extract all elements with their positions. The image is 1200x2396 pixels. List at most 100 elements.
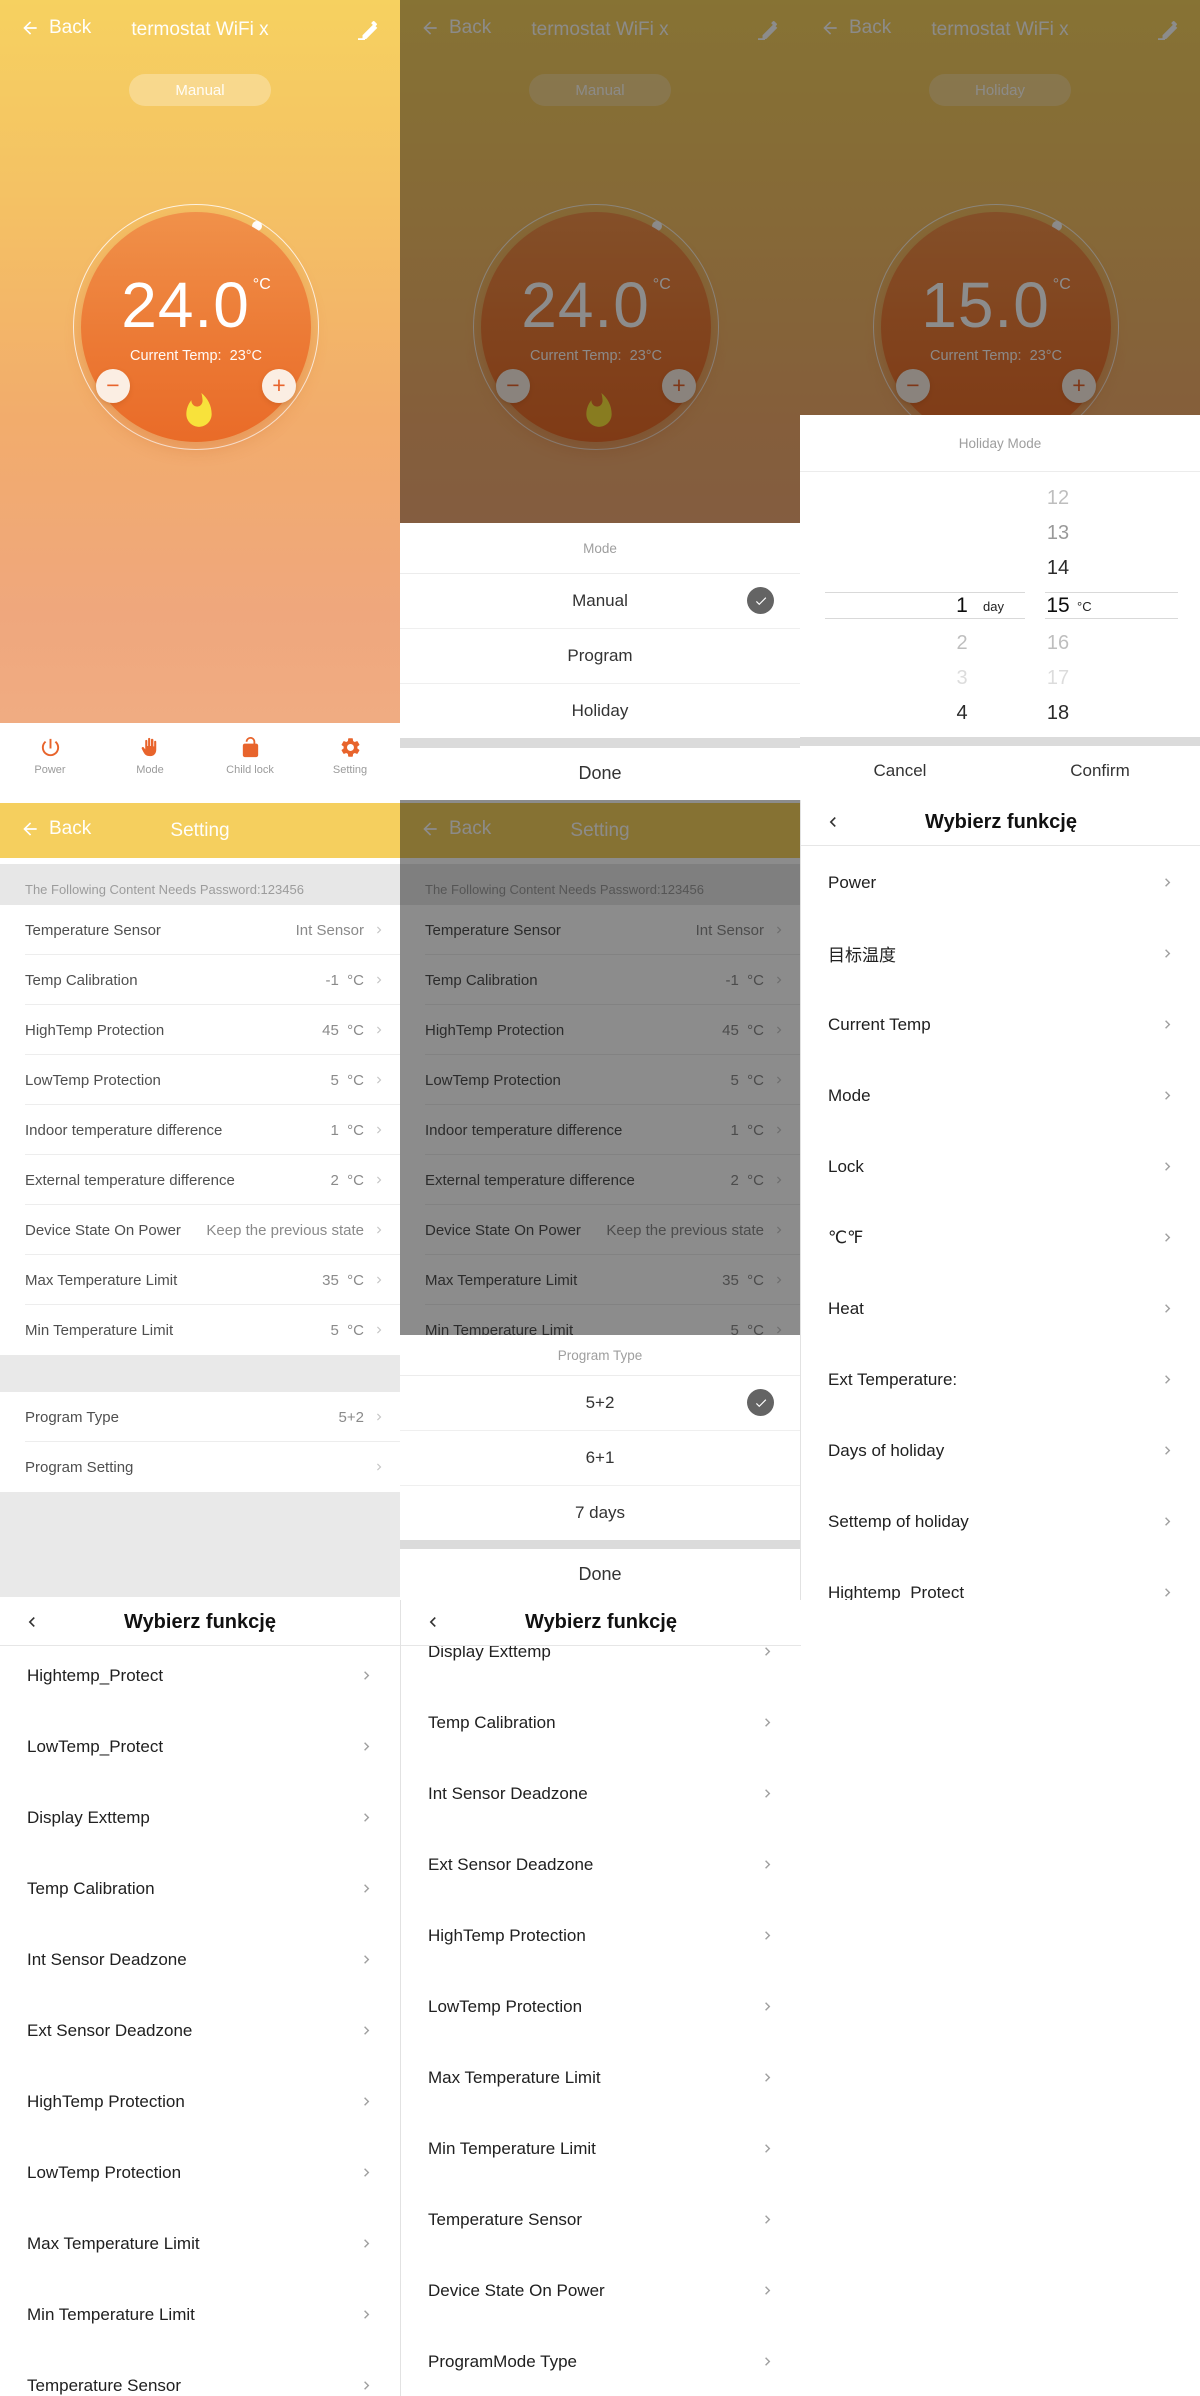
mode-pill[interactable]: Manual (529, 74, 671, 106)
function-item[interactable]: Temp Calibration (401, 1687, 801, 1758)
settings-row[interactable]: Indoor temperature difference 1 °C (400, 1105, 800, 1155)
wheel-value[interactable]: 14 (1046, 557, 1070, 579)
function-item[interactable]: Int Sensor Deadzone (0, 1924, 400, 1995)
settings-row[interactable]: Max Temperature Limit 35 °C (400, 1255, 800, 1305)
wheel-value[interactable]: 2 (956, 632, 968, 654)
function-item[interactable]: LowTemp Protection (0, 2137, 400, 2208)
function-item[interactable]: Ext Sensor Deadzone (0, 1995, 400, 2066)
settings-row[interactable]: Device State On Power Keep the previous … (400, 1205, 800, 1255)
function-item[interactable]: Max Temperature Limit (401, 2042, 801, 2113)
temp-wheel-above[interactable]: 12 13 14 (1008, 481, 1108, 586)
wheel-value[interactable]: 12 (1046, 487, 1070, 509)
function-item[interactable]: Min Temperature Limit (401, 2113, 801, 2184)
day-wheel-below[interactable]: 2 3 4 (887, 626, 1037, 731)
wheel-value[interactable]: 3 (956, 667, 968, 689)
function-item[interactable]: LowTemp_Protect (0, 1711, 400, 1782)
function-item[interactable]: Temperature Sensor (401, 2184, 801, 2255)
function-item[interactable]: Hightemp_Protect (0, 1640, 400, 1711)
settings-row[interactable]: HighTemp Protection 45 °C (0, 1005, 400, 1055)
function-item[interactable]: Display Exttemp (401, 1616, 801, 1687)
settings-row[interactable]: Program Type 5+2 (0, 1392, 400, 1442)
wheel-value[interactable]: 13 (1046, 522, 1070, 544)
function-item[interactable]: Display Exttemp (0, 1782, 400, 1853)
mode-option-program[interactable]: Program (400, 629, 800, 684)
back-button[interactable]: Back (420, 818, 491, 840)
function-item[interactable]: HighTemp Protection (0, 2066, 400, 2137)
settings-row[interactable]: Temperature Sensor Int Sensor (400, 905, 800, 955)
function-item[interactable]: ℃℉ (801, 1202, 1200, 1273)
function-item[interactable]: Ext Sensor Deadzone (401, 1829, 801, 1900)
wheel-value[interactable]: 16 (1046, 632, 1070, 654)
increase-temp-button[interactable]: + (262, 369, 296, 403)
settings-row[interactable]: Temp Calibration -1 °C (400, 955, 800, 1005)
nav-power[interactable]: Power (0, 723, 100, 795)
wheel-value[interactable]: 17 (1046, 667, 1070, 689)
back-button[interactable]: Back (820, 17, 891, 39)
nav-child-lock[interactable]: Child lock (200, 723, 300, 795)
nav-mode[interactable]: Mode (100, 723, 200, 795)
function-list: Display Exttemp Temp Calibration Int Sen… (401, 1616, 801, 2396)
increase-temp-button[interactable]: + (1062, 369, 1096, 403)
function-item[interactable]: 目标温度 (801, 918, 1200, 989)
temp-wheel-selected[interactable]: 15 (1046, 594, 1070, 617)
mode-pill[interactable]: Manual (129, 74, 271, 106)
done-button[interactable]: Done (578, 762, 622, 783)
settings-row[interactable]: LowTemp Protection 5 °C (0, 1055, 400, 1105)
function-item[interactable]: Heat (801, 1273, 1200, 1344)
decrease-temp-button[interactable]: − (496, 369, 530, 403)
function-item[interactable]: Current Temp (801, 989, 1200, 1060)
done-button[interactable]: Done (578, 1563, 622, 1584)
back-button[interactable]: Back (20, 17, 91, 39)
program-option-7days[interactable]: 7 days (400, 1486, 800, 1540)
function-item[interactable]: Max Temperature Limit (0, 2208, 400, 2279)
function-item[interactable]: Hightemp_Protect (801, 1557, 1200, 1600)
function-item[interactable]: Settemp of holiday (801, 1486, 1200, 1557)
day-wheel-selected[interactable]: 1 (956, 594, 968, 617)
settings-row[interactable]: Min Temperature Limit 5 °C (0, 1305, 400, 1355)
edit-pencil-icon[interactable] (356, 18, 380, 42)
nav-setting[interactable]: Setting (300, 723, 400, 795)
function-item[interactable]: Days of holiday (801, 1415, 1200, 1486)
mode-option-holiday[interactable]: Holiday (400, 684, 800, 738)
function-item[interactable]: Mode (801, 1060, 1200, 1131)
settings-row[interactable]: LowTemp Protection 5 °C (400, 1055, 800, 1105)
wheel-value[interactable]: 18 (1046, 702, 1070, 724)
settings-row[interactable]: Device State On Power Keep the previous … (0, 1205, 400, 1255)
settings-row[interactable]: Max Temperature Limit 35 °C (0, 1255, 400, 1305)
chevron-right-icon (759, 2069, 776, 2086)
settings-row[interactable]: Min Temperature Limit 5 °C (400, 1305, 800, 1355)
settings-row[interactable]: Temp Calibration -1 °C (0, 955, 400, 1005)
mode-pill[interactable]: Holiday (929, 74, 1071, 106)
function-item[interactable]: Temp Calibration (0, 1853, 400, 1924)
function-item[interactable]: Ext Temperature: (801, 1344, 1200, 1415)
function-item[interactable]: Temperature Sensor (0, 2350, 400, 2396)
function-item[interactable]: Power (801, 847, 1200, 918)
confirm-button[interactable]: Confirm (1070, 760, 1130, 780)
function-item[interactable]: Lock (801, 1131, 1200, 1202)
program-option-6-1[interactable]: 6+1 (400, 1431, 800, 1486)
function-item[interactable]: Int Sensor Deadzone (401, 1758, 801, 1829)
function-item[interactable]: Device State On Power (401, 2255, 801, 2326)
settings-row[interactable]: External temperature difference 2 °C (400, 1155, 800, 1205)
back-button[interactable]: Back (420, 17, 491, 39)
screen-settings: Back Setting The Following Content Needs… (0, 800, 400, 1600)
increase-temp-button[interactable]: + (662, 369, 696, 403)
back-button[interactable]: Back (20, 818, 91, 840)
function-item[interactable]: ProgramMode Type (401, 2326, 801, 2396)
wheel-value[interactable]: 4 (956, 702, 968, 724)
function-item[interactable]: LowTemp Protection (401, 1971, 801, 2042)
settings-row[interactable]: Program Setting (0, 1442, 400, 1492)
cancel-button[interactable]: Cancel (873, 760, 927, 780)
function-item[interactable]: HighTemp Protection (401, 1900, 801, 1971)
program-option-5-2[interactable]: 5+2 (400, 1376, 800, 1431)
function-item[interactable]: Min Temperature Limit (0, 2279, 400, 2350)
settings-row[interactable]: Indoor temperature difference 1 °C (0, 1105, 400, 1155)
settings-row[interactable]: Temperature Sensor Int Sensor (0, 905, 400, 955)
screen-func-select-2: Wybierz funkcję Hightemp_Protect LowTemp… (0, 1600, 400, 2396)
settings-row[interactable]: HighTemp Protection 45 °C (400, 1005, 800, 1055)
decrease-temp-button[interactable]: − (96, 369, 130, 403)
decrease-temp-button[interactable]: − (896, 369, 930, 403)
settings-row[interactable]: External temperature difference 2 °C (0, 1155, 400, 1205)
mode-option-manual[interactable]: Manual (400, 574, 800, 629)
temp-wheel-below[interactable]: 16 17 18 (1008, 626, 1108, 731)
